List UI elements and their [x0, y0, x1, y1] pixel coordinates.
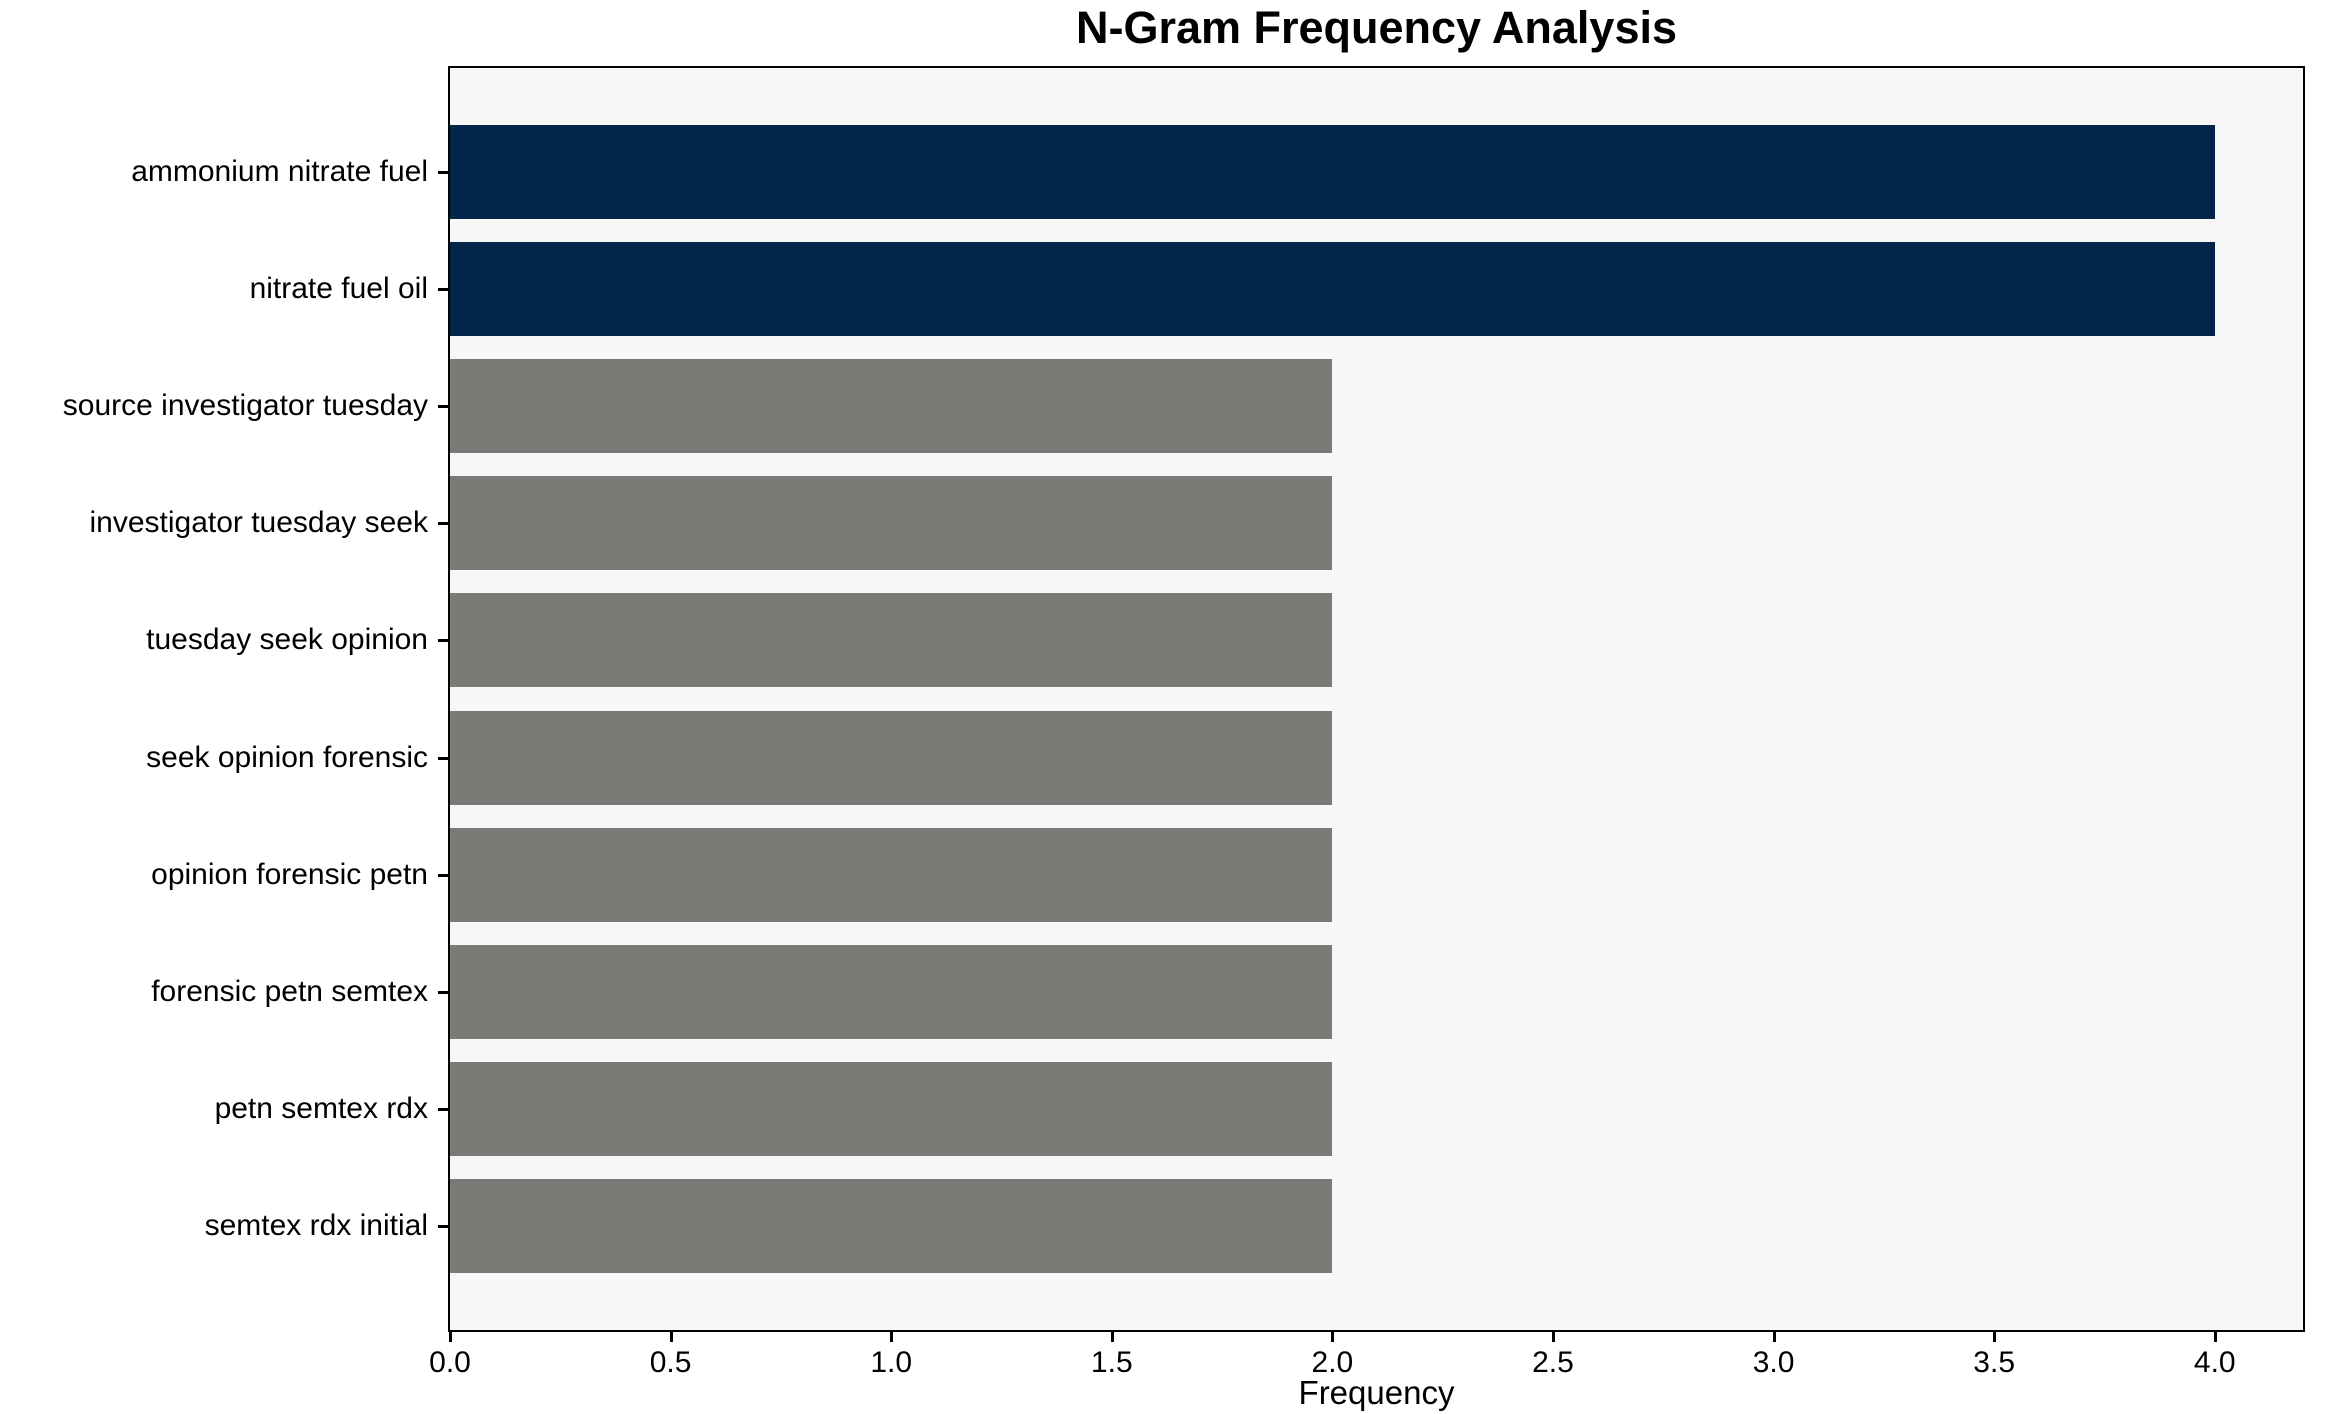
x-tick-mark	[1993, 1332, 1997, 1342]
x-tick-mark	[449, 1332, 452, 1342]
x-tick-label: 4.0	[2193, 1346, 2236, 1379]
x-tick-label: 3.0	[1752, 1346, 1795, 1379]
x-tick-mark	[669, 1332, 673, 1342]
y-tick-mark	[438, 522, 448, 526]
x-tick-mark	[1772, 1332, 1776, 1342]
x-tick-label: 1.5	[1090, 1346, 1133, 1379]
y-tick-mark	[438, 873, 448, 877]
x-tick-mark	[1331, 1332, 1335, 1342]
bar-seek-opinion-forensic	[450, 710, 1333, 805]
y-tick-label: source investigator tuesday	[62, 389, 428, 423]
y-tick-label: forensic petn semtex	[151, 974, 428, 1008]
y-tick-mark	[438, 639, 448, 643]
bar-investigator-tuesday-seek	[450, 476, 1333, 571]
plot-area	[448, 66, 2305, 1332]
y-tick-mark	[438, 1224, 448, 1228]
x-tick-label: 0.0	[429, 1346, 471, 1379]
y-tick-label: nitrate fuel oil	[249, 272, 428, 306]
x-tick-label: 2.0	[1311, 1346, 1354, 1379]
chart-title: N-Gram Frequency Analysis	[1075, 2, 1678, 53]
bar-tuesday-seek-opinion	[450, 593, 1333, 688]
bar-ammonium-nitrate-fuel	[450, 125, 2215, 220]
y-tick-label: semtex rdx initial	[204, 1208, 428, 1242]
y-tick-label: investigator tuesday seek	[89, 506, 428, 540]
y-tick-label: petn semtex rdx	[214, 1091, 428, 1125]
y-tick-mark	[438, 405, 448, 409]
y-tick-label: seek opinion forensic	[146, 740, 428, 774]
x-axis-label: Frequency	[1298, 1374, 1455, 1411]
x-tick-label: 1.0	[870, 1346, 913, 1379]
x-tick-label: 3.5	[1973, 1346, 2016, 1379]
bar-nitrate-fuel-oil	[450, 242, 2215, 337]
x-tick-mark	[1110, 1332, 1114, 1342]
x-tick-label: 0.5	[649, 1346, 692, 1379]
y-tick-mark	[438, 171, 448, 175]
x-tick-mark	[890, 1332, 894, 1342]
bar-petn-semtex-rdx	[450, 1061, 1333, 1156]
y-tick-mark	[438, 990, 448, 994]
y-tick-mark	[438, 288, 448, 292]
y-tick-mark	[438, 756, 448, 760]
x-tick-mark	[2213, 1332, 2217, 1342]
x-tick-mark	[1551, 1332, 1555, 1342]
y-tick-label: ammonium nitrate fuel	[131, 155, 428, 189]
bar-semtex-rdx-initial	[450, 1178, 1333, 1273]
bar-opinion-forensic-petn	[450, 827, 1333, 922]
y-tick-label: tuesday seek opinion	[146, 623, 428, 657]
y-tick-label: opinion forensic petn	[151, 857, 428, 891]
bar-forensic-petn-semtex	[450, 944, 1333, 1039]
bar-source-investigator-tuesday	[450, 359, 1333, 454]
y-tick-mark	[438, 1107, 448, 1111]
x-tick-label: 2.5	[1532, 1346, 1574, 1379]
